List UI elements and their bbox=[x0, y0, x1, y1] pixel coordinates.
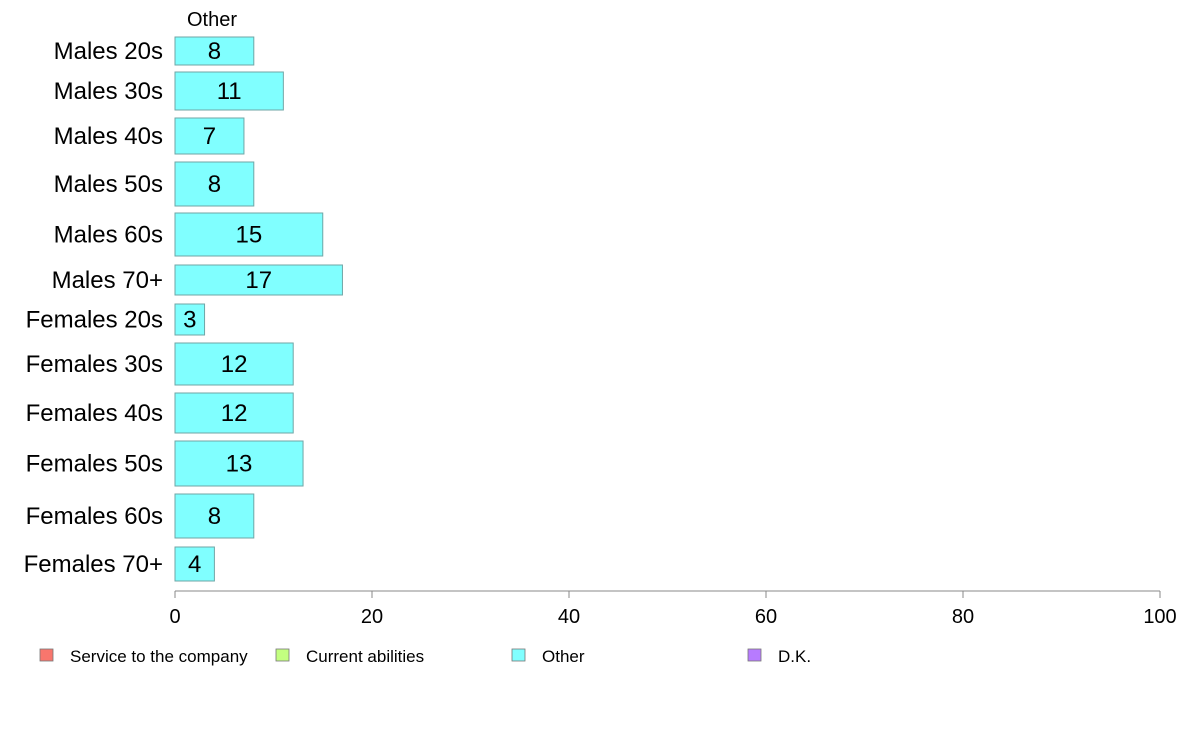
data-label: 15 bbox=[236, 222, 263, 249]
x-tick-label: 80 bbox=[952, 606, 974, 628]
bar bbox=[174, 71, 284, 111]
x-tick-label: 0 bbox=[169, 606, 180, 628]
x-tick-label: 100 bbox=[1143, 606, 1176, 628]
data-label: 12 bbox=[221, 400, 248, 427]
x-tick-label: 40 bbox=[558, 606, 580, 628]
legend-label: Other bbox=[542, 647, 585, 666]
category-label: Females 30s bbox=[26, 351, 163, 378]
legend-swatch bbox=[511, 648, 526, 662]
category-label: Females 70+ bbox=[24, 551, 163, 578]
x-tick-label: 20 bbox=[361, 606, 383, 628]
data-label: 3 bbox=[183, 307, 196, 334]
data-label: 8 bbox=[208, 503, 221, 530]
category-label: Males 40s bbox=[54, 123, 163, 150]
category-label: Males 20s bbox=[54, 38, 163, 65]
bar bbox=[174, 440, 304, 487]
category-label: Males 70+ bbox=[52, 267, 163, 294]
bar bbox=[174, 36, 255, 66]
legend-swatch bbox=[39, 648, 54, 662]
category-label: Males 30s bbox=[54, 78, 163, 105]
category-label: Females 50s bbox=[26, 451, 163, 478]
x-tick-label: 60 bbox=[755, 606, 777, 628]
bar bbox=[174, 264, 343, 296]
category-label: Males 50s bbox=[54, 171, 163, 198]
bar bbox=[174, 342, 294, 386]
bar bbox=[174, 161, 255, 207]
legend: Service to the company Current abilities O… bbox=[39, 647, 811, 666]
x-axis: 0 20 40 60 80 100 bbox=[169, 590, 1177, 628]
category-label: Males 60s bbox=[54, 222, 163, 249]
legend-label: Current abilities bbox=[306, 647, 424, 666]
bar bbox=[174, 303, 206, 336]
data-label: 12 bbox=[221, 351, 248, 378]
data-label: 11 bbox=[217, 78, 242, 105]
data-label: 4 bbox=[188, 551, 201, 578]
legend-swatch bbox=[747, 648, 762, 662]
bars-group: Males 20s 8 Males 30s 11 Males 40s 7 Males 50s… bbox=[24, 36, 343, 582]
bar bbox=[174, 392, 294, 434]
panel-title: Other bbox=[187, 9, 237, 31]
bar bbox=[174, 546, 215, 582]
legend-label: Service to the company bbox=[70, 647, 248, 666]
category-label: Females 60s bbox=[26, 503, 163, 530]
bar bbox=[174, 117, 245, 155]
data-label: 13 bbox=[226, 451, 253, 478]
legend-swatch bbox=[275, 648, 290, 662]
legend-label: D.K. bbox=[778, 647, 811, 666]
data-label: 7 bbox=[203, 123, 216, 150]
data-label: 8 bbox=[208, 171, 221, 198]
category-label: Females 20s bbox=[26, 307, 163, 334]
data-label: 17 bbox=[245, 267, 272, 294]
bar bbox=[174, 212, 324, 257]
category-label: Females 40s bbox=[26, 400, 163, 427]
data-label: 8 bbox=[208, 38, 221, 65]
bar bbox=[174, 493, 255, 539]
